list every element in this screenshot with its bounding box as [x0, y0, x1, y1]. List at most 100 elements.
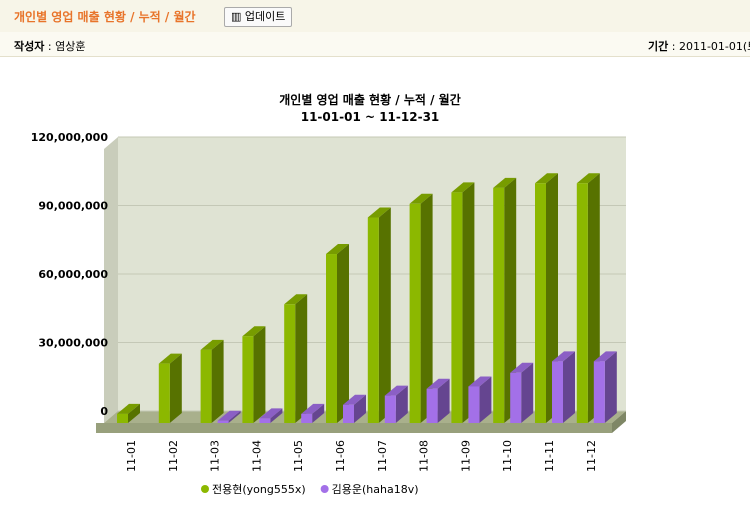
bar-side	[420, 193, 433, 423]
bar-side	[270, 408, 283, 423]
bar-side	[169, 353, 182, 423]
bar	[217, 420, 229, 423]
period-value: 2011-01-01(토	[678, 40, 750, 53]
bar-top	[284, 294, 308, 305]
bar-top	[510, 362, 534, 373]
bar	[158, 363, 170, 423]
bar-top	[343, 394, 366, 405]
bar-top	[426, 378, 450, 389]
page-title: 개인별 영업 매출 현황 / 누적 / 월간	[14, 10, 196, 24]
x-tick-label: 11-02	[167, 440, 180, 472]
y-tick-label: 30,000,000	[38, 337, 108, 350]
bar-top	[259, 408, 283, 419]
legend-marker	[320, 485, 329, 493]
bar-top	[217, 410, 241, 421]
x-tick-label: 11-01	[125, 440, 138, 472]
bar-top	[593, 351, 617, 362]
bar	[552, 361, 563, 423]
x-tick-label: 11-07	[376, 440, 389, 472]
bar-top	[384, 385, 408, 396]
bar-side	[563, 351, 575, 423]
y-tick-label: 0	[100, 405, 108, 418]
bar	[117, 413, 128, 423]
legend-label: 전용현(yong555x)	[212, 483, 306, 496]
y-tick-label: 90,000,000	[38, 200, 108, 213]
bar-side	[253, 326, 266, 423]
bar	[493, 187, 505, 423]
bar	[409, 203, 421, 423]
legend-marker	[201, 485, 209, 493]
x-tick-label: 11-06	[334, 440, 347, 472]
bar	[259, 418, 271, 423]
bar	[593, 361, 605, 423]
bar-top	[552, 351, 575, 362]
bar	[426, 388, 438, 423]
bar-top	[200, 339, 224, 350]
bar-side	[128, 403, 140, 423]
bar	[451, 192, 463, 423]
bar	[384, 395, 396, 423]
bar	[242, 336, 254, 423]
bar-top	[117, 403, 140, 414]
bar-side	[228, 410, 241, 423]
bar-side	[337, 244, 349, 423]
bar-top	[242, 326, 266, 337]
bar	[510, 372, 522, 423]
x-tick-label: 11-10	[501, 440, 514, 472]
bar-side	[211, 339, 224, 423]
side-wall	[104, 137, 118, 423]
y-tick-label: 60,000,000	[38, 268, 108, 281]
bar	[301, 413, 313, 423]
bar	[343, 404, 354, 423]
bar-side	[504, 177, 517, 423]
bar-top	[535, 173, 558, 184]
author-name: 염상훈	[55, 40, 86, 53]
bar	[284, 304, 296, 423]
bar-top	[158, 353, 182, 364]
bar-top	[468, 376, 492, 387]
x-tick-label: 11-08	[418, 440, 431, 472]
bar-side	[354, 394, 366, 423]
bar-side	[295, 294, 308, 423]
bar	[200, 349, 212, 423]
bar-top	[576, 173, 600, 184]
period-label: 기간	[648, 40, 669, 53]
bar	[367, 217, 379, 423]
bar	[535, 183, 546, 423]
bar-top	[451, 182, 475, 193]
author: 작성자 : 염상훈	[14, 40, 86, 53]
update-button[interactable]: ▥ 업데이트	[224, 7, 293, 27]
bar	[576, 183, 588, 423]
bar-side	[462, 182, 475, 423]
x-tick-label: 11-03	[209, 440, 222, 472]
period: 기간 : 2011-01-01(토	[648, 38, 750, 54]
x-tick-label: 11-04	[250, 440, 263, 472]
bar-top	[367, 207, 391, 218]
bar-top	[301, 403, 325, 414]
chart-subtitle: 11-01-01 ~ 11-12-31	[301, 110, 440, 124]
floor-edge	[96, 423, 612, 433]
button-label[interactable]: 업데이트	[244, 10, 286, 23]
x-tick-label: 11-05	[292, 440, 305, 472]
bar-top	[493, 177, 517, 188]
y-tick-label: 120,000,000	[31, 131, 109, 144]
bar	[468, 386, 480, 423]
info-row: 작성자 : 염상훈 기간 : 2011-01-01(토	[0, 32, 750, 57]
bar-top	[409, 193, 433, 204]
bar-side	[312, 403, 325, 423]
x-tick-label: 11-11	[543, 440, 556, 472]
bar-side	[437, 378, 450, 423]
x-tick-label: 11-12	[585, 440, 598, 472]
header: 개인별 영업 매출 현황 / 누적 / 월간 ▥ 업데이트	[0, 0, 750, 32]
bar-side	[479, 376, 492, 423]
bar-side	[378, 207, 391, 423]
x-tick-label: 11-09	[459, 440, 472, 472]
bar	[326, 254, 337, 423]
chart-title: 개인별 영업 매출 현황 / 누적 / 월간	[279, 92, 461, 107]
legend-label: 김용운(haha18v)	[332, 483, 419, 496]
bar-side	[395, 385, 408, 423]
bar-side	[604, 351, 617, 423]
bar-side	[521, 362, 534, 423]
bar-top	[326, 244, 349, 255]
